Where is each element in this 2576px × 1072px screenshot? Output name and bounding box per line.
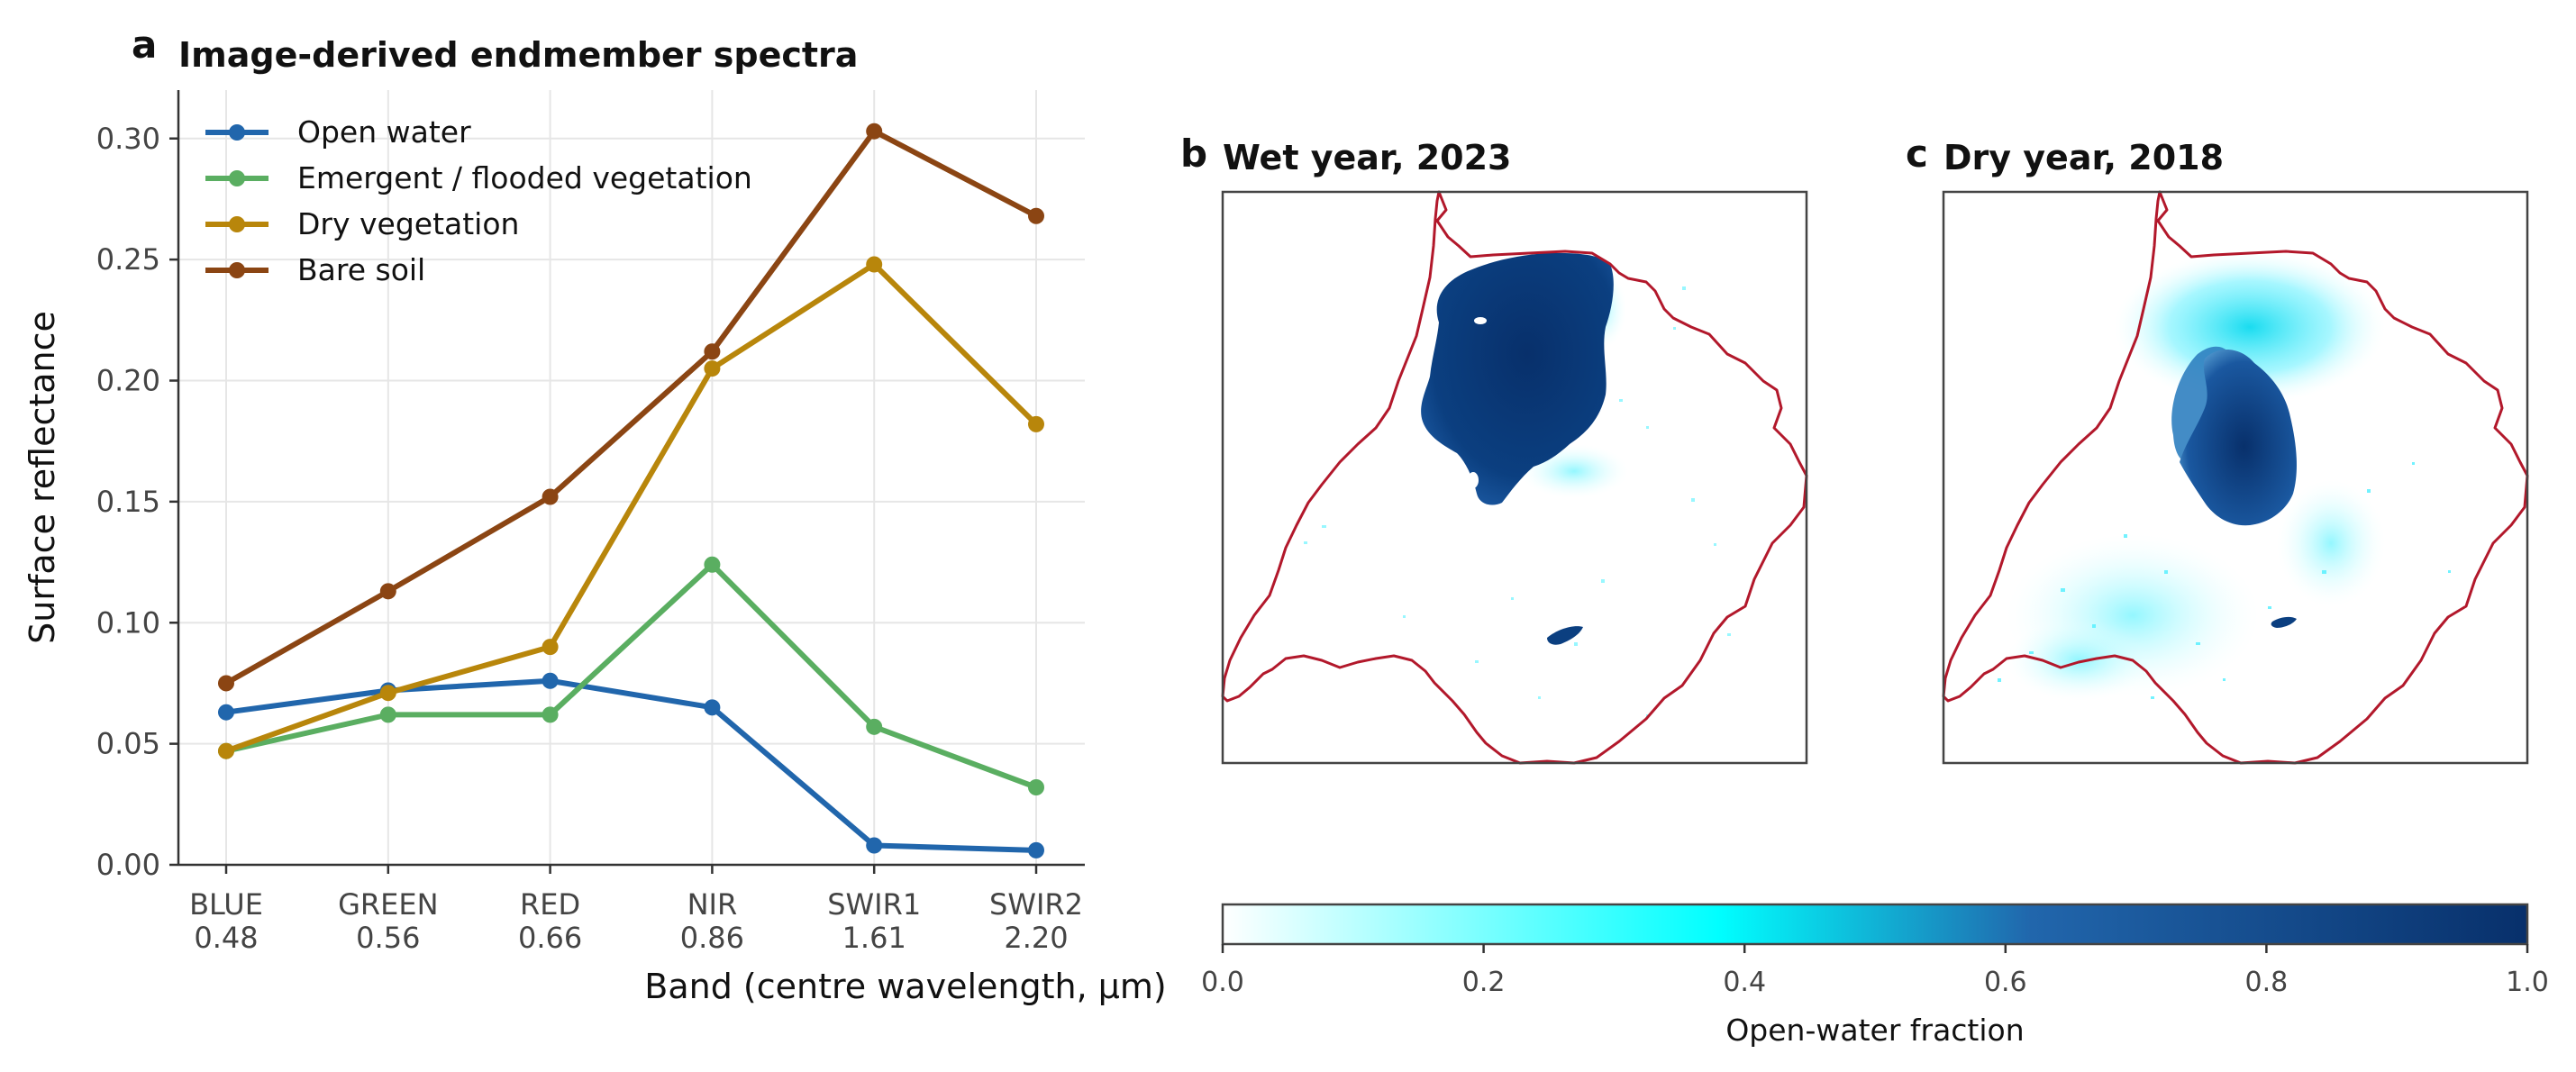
- legend-swatch-marker: [229, 170, 245, 186]
- x-tick-wavelength: 0.56: [356, 921, 420, 955]
- dry-year-map-panel: c Dry year, 2018: [1906, 132, 2529, 765]
- x-axis-label: Band (centre wavelength, µm): [644, 967, 1167, 1006]
- legend-entry: Emergent / flooded vegetation: [297, 160, 752, 195]
- wet-lake-island: [1468, 472, 1479, 488]
- legend-entry: Dry vegetation: [297, 206, 519, 241]
- x-tick-band: NIR: [687, 887, 738, 922]
- legend-swatch-marker: [229, 262, 245, 278]
- panel-b-letter: b: [1180, 132, 1207, 176]
- panel-b-title: Wet year, 2023: [1223, 138, 1512, 177]
- panel-c-letter: c: [1906, 132, 1928, 176]
- legend-swatch-marker: [229, 216, 245, 232]
- x-tick-band: SWIR2: [989, 887, 1083, 922]
- y-tick-label: 0.20: [96, 364, 160, 398]
- data-point: [542, 672, 559, 689]
- x-tick-band: RED: [520, 887, 580, 922]
- colorbar-tick-label: 0.4: [1723, 967, 1766, 998]
- series-line-3: [224, 128, 1038, 686]
- panel-a-letter: a: [132, 23, 157, 67]
- wet-map-content: [1221, 190, 1808, 765]
- dry-cyan-north: [2115, 250, 2385, 404]
- dry-lake-water: [2180, 349, 2297, 526]
- data-point: [1028, 841, 1044, 859]
- x-tick-band: GREEN: [338, 887, 438, 922]
- y-tick-label: 0.15: [96, 485, 160, 519]
- colorbar-tick-label: 0.6: [1984, 967, 2027, 998]
- colorbar-tick-label: 0.8: [2245, 967, 2289, 998]
- data-point: [542, 639, 559, 656]
- dry-map-content: [1942, 190, 2529, 765]
- colorbar-tick-label: 0.0: [1201, 967, 1244, 998]
- dry-map-frame: [1942, 190, 2529, 765]
- data-point: [704, 343, 721, 360]
- legend-entry: Open water: [297, 114, 471, 150]
- data-point: [1028, 415, 1044, 432]
- x-tick-wavelength: 2.20: [1004, 921, 1068, 955]
- data-point: [542, 706, 559, 723]
- data-point: [866, 837, 883, 854]
- spectra-panel: a Image-derived endmember spectra 0.000.…: [23, 23, 1167, 1006]
- data-point: [866, 256, 883, 273]
- legend-swatch-marker: [229, 124, 245, 141]
- colorbar-tick-label: 1.0: [2506, 967, 2549, 998]
- data-point: [379, 706, 396, 723]
- data-point: [704, 360, 721, 377]
- wet-lake-water: [1421, 252, 1614, 505]
- series-line-0: [225, 677, 1037, 853]
- y-axis-label: Surface reflectance: [23, 311, 62, 644]
- wet-map-frame: [1221, 190, 1808, 765]
- colorbar-label: Open-water fraction: [1725, 1013, 2024, 1048]
- data-point: [704, 699, 721, 716]
- data-point: [218, 675, 234, 692]
- y-tick-label: 0.05: [96, 727, 160, 761]
- series-lines: [218, 123, 1044, 859]
- x-tick-wavelength: 0.86: [680, 921, 744, 955]
- data-point: [866, 718, 883, 735]
- x-tick-wavelength: 0.48: [194, 921, 258, 955]
- wet-lake-island-2: [1474, 317, 1487, 324]
- wet-small-pond: [1547, 626, 1583, 645]
- y-tick-label: 0.00: [96, 848, 160, 882]
- colorbar: 0.0 0.2 0.4 0.6 0.8 1.0 Open-water fraction: [1201, 903, 2549, 1048]
- panel-c-title: Dry year, 2018: [1943, 138, 2224, 177]
- data-point: [379, 583, 396, 600]
- data-point: [704, 556, 721, 573]
- dry-small-pond: [2271, 616, 2297, 628]
- series-line-2: [224, 261, 1039, 754]
- wet-year-map-panel: b Wet year, 2023: [1180, 132, 1808, 765]
- legend: Open water Emergent / flooded vegetation D…: [205, 114, 752, 287]
- x-tick-band: BLUE: [189, 887, 263, 922]
- colorbar-ticks: 0.0 0.2 0.4 0.6 0.8 1.0: [1201, 944, 2549, 998]
- y-ticks: 0.00 0.05 0.10 0.15 0.20 0.25 0.30: [96, 122, 178, 882]
- data-point: [866, 123, 883, 140]
- y-tick-label: 0.30: [96, 122, 160, 156]
- data-point: [1028, 207, 1044, 224]
- data-point: [542, 488, 559, 505]
- dry-cyan-east: [2277, 480, 2385, 606]
- colorbar-tick-label: 0.2: [1462, 967, 1506, 998]
- dry-cyan-south: [2007, 620, 2151, 701]
- data-point: [1028, 779, 1044, 795]
- panel-a-title: Image-derived endmember spectra: [178, 35, 858, 75]
- dry-scatter-pixels: [1998, 462, 2451, 699]
- colorbar-gradient: [1221, 903, 2529, 946]
- data-point: [218, 742, 234, 759]
- x-tick-wavelength: 1.61: [842, 921, 906, 955]
- series-line-1: [225, 561, 1038, 790]
- x-tick-wavelength: 0.66: [518, 921, 582, 955]
- data-point: [379, 685, 396, 702]
- legend-entry: Bare soil: [297, 252, 425, 287]
- x-tick-band: SWIR1: [827, 887, 921, 922]
- y-tick-label: 0.25: [96, 242, 160, 277]
- y-tick-label: 0.10: [96, 605, 160, 640]
- data-point: [218, 704, 234, 721]
